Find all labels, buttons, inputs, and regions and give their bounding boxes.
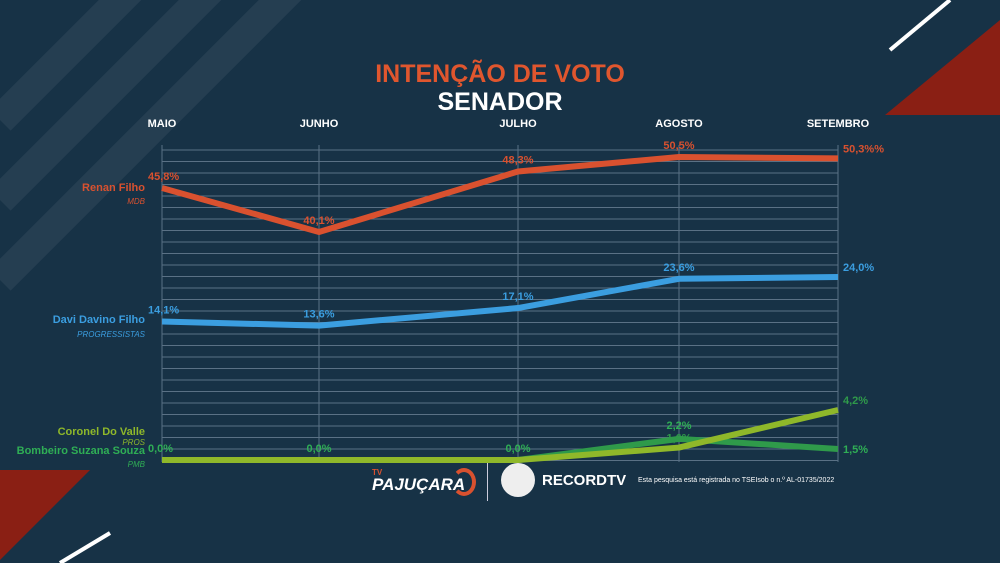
- data-label: 45,8%: [148, 171, 179, 183]
- month-label: MAIO: [147, 118, 177, 130]
- data-label: 0,0%: [148, 443, 173, 455]
- data-label: 1,5%: [843, 444, 868, 456]
- corner-line-top: [888, 0, 952, 52]
- data-label: 24,0%: [843, 262, 874, 274]
- data-label: 13,6%: [303, 309, 334, 321]
- month-label: JUNHO: [299, 118, 339, 130]
- corner-line-bottom: [58, 531, 112, 563]
- pajucara-logo: TV PAJUÇARA: [372, 468, 466, 494]
- chart-subtitle: SENADOR: [437, 88, 563, 116]
- corner-stripe-bottom: [0, 470, 90, 560]
- candidate-name: Davi Davino Filho: [52, 314, 145, 326]
- corner-stripe-top: [885, 20, 1000, 115]
- series-line-0: [161, 154, 839, 235]
- data-label: 0,0%: [306, 443, 331, 455]
- data-label: 48,3%: [502, 155, 533, 167]
- data-label: 4,2%: [843, 395, 868, 407]
- candidate-party: PMB: [127, 460, 145, 469]
- chart-title: INTENÇÃO DE VOTO: [375, 60, 625, 88]
- candidate-party: PROS: [122, 438, 145, 447]
- data-label: 0,0%: [505, 443, 530, 455]
- month-label: JULHO: [499, 118, 537, 130]
- month-label: AGOSTO: [655, 118, 703, 130]
- data-label: 50,3%%: [843, 143, 884, 155]
- candidate-name: Bombeiro Suzana Souza: [16, 445, 145, 457]
- data-label: 23,6%: [663, 262, 694, 274]
- data-label: 14,1%: [148, 305, 179, 317]
- registration-note: Esta pesquisa está registrada no TSEIsob…: [638, 477, 835, 484]
- data-label: 17,1%: [502, 291, 533, 303]
- data-label: 40,1%: [303, 215, 334, 227]
- candidate-name: Renan Filho: [82, 182, 145, 194]
- month-label: SETEMBRO: [806, 118, 870, 130]
- data-label: 50,5%: [663, 140, 694, 152]
- candidate-name: Coronel Do Valle: [57, 426, 145, 438]
- recordtv-logo: RECORDTV: [542, 472, 627, 489]
- data-label: 1,6%: [666, 433, 691, 445]
- series-line-2: [162, 407, 839, 463]
- series-line-1: [161, 274, 839, 329]
- divider: [487, 463, 488, 501]
- candidate-party: PROGRESSISTAS: [77, 330, 145, 339]
- data-label: 2,2%: [666, 420, 691, 432]
- pajucara-icon: [452, 468, 476, 496]
- candidate-party: MDB: [127, 197, 145, 206]
- recordtv-icon: [501, 463, 535, 497]
